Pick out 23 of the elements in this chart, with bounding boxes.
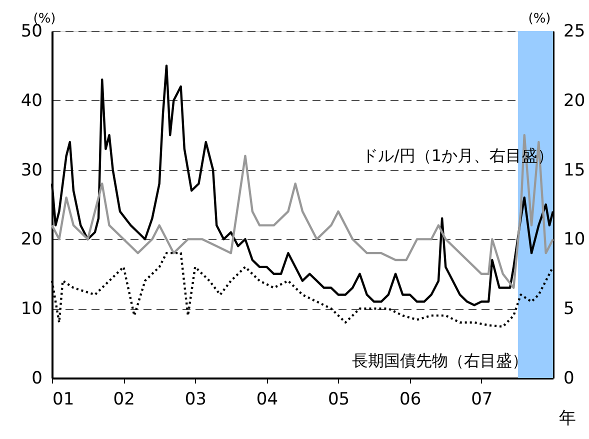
y2-tick-label: 10: [564, 230, 586, 250]
series-label: ドル/円（1か月、右目盛）: [362, 146, 554, 165]
y-tick-label: 10: [20, 299, 42, 320]
series-label: 長期国債先物（右目盛）: [352, 351, 528, 370]
y2-tick-label: 5: [564, 299, 574, 320]
x-tick-label: 02: [113, 390, 135, 410]
y2-axis-title: (%): [528, 12, 551, 26]
y-tick-label: 40: [20, 90, 42, 111]
y-tick-label: 0: [32, 368, 42, 388]
x-tick-label: 06: [400, 390, 422, 410]
x-tick-label: 03: [184, 390, 206, 410]
y2-tick-label: 20: [564, 90, 586, 111]
y-tick-label: 30: [20, 160, 42, 180]
line-series: [50, 134, 554, 289]
y2-tick-label: 0: [564, 368, 574, 388]
x-tick-label: 05: [328, 390, 350, 410]
x-axis-title: 年: [559, 408, 576, 428]
y-tick-label: 20: [20, 230, 42, 250]
x-tick-label: 07: [471, 390, 493, 410]
x-tick-label: 04: [256, 390, 278, 410]
x-tick-label: 01: [52, 390, 74, 410]
y2-tick-label: 25: [564, 22, 586, 42]
y2-tick-label: 15: [564, 160, 586, 180]
